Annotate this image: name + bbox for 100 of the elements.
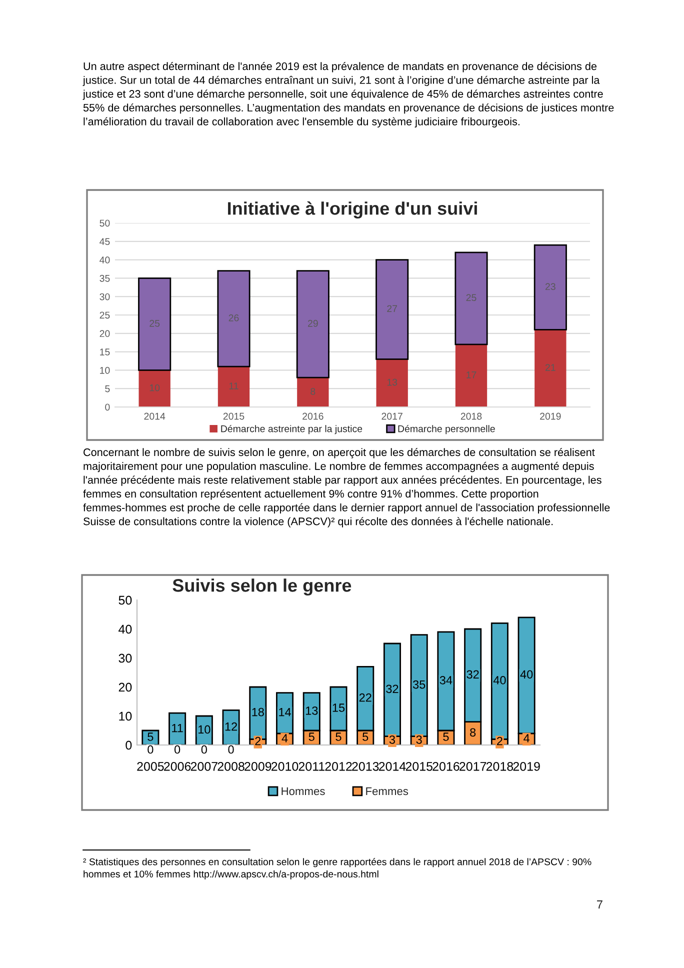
data-label: 5 (443, 732, 449, 741)
y-tick-label: 5 (105, 385, 110, 392)
x-tick-label: 2010 (271, 762, 298, 771)
data-label: 34 (440, 676, 452, 684)
data-label: 26 (228, 314, 239, 322)
legend-label: Démarche astreinte par la justice (221, 424, 362, 434)
x-tick-label: 2019 (540, 412, 561, 420)
bar (297, 378, 329, 407)
y-tick-label: 10 (119, 712, 132, 721)
y-tick-label: 20 (100, 330, 110, 338)
data-label: 32 (466, 670, 479, 679)
y-tick-label: 35 (100, 274, 110, 282)
x-tick-label: 2012 (325, 762, 352, 771)
data-label: 14 (279, 708, 291, 716)
data-label: 35 (412, 680, 426, 689)
y-tick-label: 50 (100, 220, 110, 227)
y-tick-label: 10 (100, 366, 110, 374)
data-label: 13 (306, 706, 318, 715)
data-label: 25 (150, 320, 160, 327)
x-tick-label: 2008 (218, 762, 244, 771)
y-tick-label: 25 (100, 312, 110, 319)
bar (534, 244, 567, 330)
bar (138, 278, 172, 371)
data-label: 21 (546, 364, 556, 371)
bar (454, 252, 488, 346)
data-label: 0 (148, 745, 154, 754)
data-label: 5 (148, 732, 154, 741)
data-label: 0 (201, 745, 207, 754)
text: Concernant le nombre de suivis selon le genre, on aperçoit que les démarches de consultation se réalisent majoritairement pour une population masculine. Le nombre de femmes accompagnées a augmenté depuis l'année précédente mais reste relativement stable par rapport aux années précédentes. En pourcentage, les femmes en consultation représentent actuellement 9% contre 91% d’hommes. Cette proportion femmes-hommes est proche de celle rapportée dans le dernier rapport annuel de l'association professionnelle Suisse de consultations contre la violence (APSCV)² qui récolte des données à l'échelle nationale. (83, 448, 610, 528)
y-tick-label: 0 (105, 404, 110, 411)
y-tick-label: 40 (100, 256, 110, 264)
data-label: 4 (282, 734, 288, 742)
y-tick-label: 30 (100, 293, 110, 300)
data-label: 3 (416, 735, 422, 744)
data-label: 0 (228, 745, 234, 754)
bar (455, 344, 488, 407)
data-label: 5 (362, 732, 368, 741)
y-tick-label: 50 (118, 596, 132, 605)
x-tick-label: 2015 (406, 762, 432, 771)
data-label: 27 (387, 305, 398, 312)
chart-title: Initiative à l'origine d'un suivi (228, 201, 477, 218)
data-label: 29 (308, 320, 318, 327)
chart-title: Suivis selon le genre (172, 578, 352, 596)
x-tick-label: 2007 (190, 762, 218, 771)
bar (138, 370, 170, 407)
x-tick-label: 2018 (460, 412, 482, 420)
text: Un autre aspect déterminant de l'année 2019 est la prévalence de mandats en provenance de décisions de justice. Sur un total de 44 démarches entraînant un suivi, 21 sont à l’origine d’une démarche astreinte par la justice et 23 sont d’une démarche personnelle, soit une équivalence de 45% de démarches astreintes contre 55% de démarches personnelles. L’augmentation des mandats en provenance de décisions de justices montre l’amélioration du travail de collaboration avec l'ensemble du système judiciaire fribourgeois. (82, 62, 614, 128)
x-tick-label: 2005 (137, 762, 164, 771)
data-label: 3 (389, 735, 395, 744)
data-label: 5 (336, 732, 342, 741)
x-tick-label: 2013 (352, 762, 379, 771)
data-label: 23 (546, 283, 556, 290)
legend-label: Démarche personnelle (398, 424, 495, 434)
data-label: 25 (466, 294, 476, 302)
x-tick-label: 2017 (382, 412, 402, 420)
bar (376, 359, 408, 407)
legend-label: Hommes (282, 787, 325, 796)
y-tick-label: 0 (126, 740, 132, 750)
y-tick-label: 30 (118, 654, 132, 663)
x-tick-label: 2006 (164, 762, 191, 771)
x-tick-label: 2016 (432, 762, 460, 771)
data-label: 22 (359, 693, 372, 702)
data-label: 40 (493, 676, 506, 684)
data-label: 4 (524, 734, 530, 742)
data-label: 11 (229, 382, 238, 390)
data-label: 40 (520, 670, 533, 679)
x-tick-label: 2014 (144, 412, 166, 420)
data-label: 11 (172, 724, 183, 732)
text: ² Statistiques des personnes en consultation selon le genre rapportées dans le rapport annuel 2018 de l’APSCV : 90% hommes et 10% femmes http://www.apscv.ch/a-propos-de-nous.html (83, 858, 592, 880)
data-label: 5 (308, 732, 314, 741)
data-label: 13 (387, 378, 398, 386)
bar (534, 330, 566, 407)
legend-label: Femmes (366, 787, 408, 796)
data-label: 0 (174, 745, 180, 754)
data-label: 32 (386, 684, 398, 694)
data-label: 10 (198, 725, 210, 734)
data-label: 12 (225, 722, 238, 731)
bar (217, 270, 250, 368)
y-tick-label: 45 (100, 238, 110, 246)
y-tick-label: 20 (118, 682, 132, 692)
x-tick-label: 2011 (298, 762, 324, 771)
x-tick-label: 2016 (302, 412, 324, 420)
x-tick-label: 2018 (486, 762, 514, 771)
x-tick-label: 2009 (244, 762, 272, 771)
data-label: 8 (310, 388, 316, 395)
x-tick-label: 2015 (223, 412, 244, 420)
x-tick-label: 2014 (378, 762, 406, 771)
text: 7 (597, 900, 602, 909)
y-tick-label: 40 (118, 624, 132, 634)
data-label: 18 (252, 708, 264, 716)
bar (296, 270, 330, 378)
y-tick-label: 15 (100, 348, 110, 356)
bar (376, 259, 409, 360)
data-label: 8 (470, 728, 476, 737)
bar (218, 366, 250, 407)
x-tick-label: 2017 (460, 762, 486, 771)
x-tick-label: 2019 (513, 762, 540, 771)
data-label: 17 (466, 372, 476, 378)
data-label: 10 (150, 384, 160, 392)
data-label: 15 (332, 704, 345, 712)
